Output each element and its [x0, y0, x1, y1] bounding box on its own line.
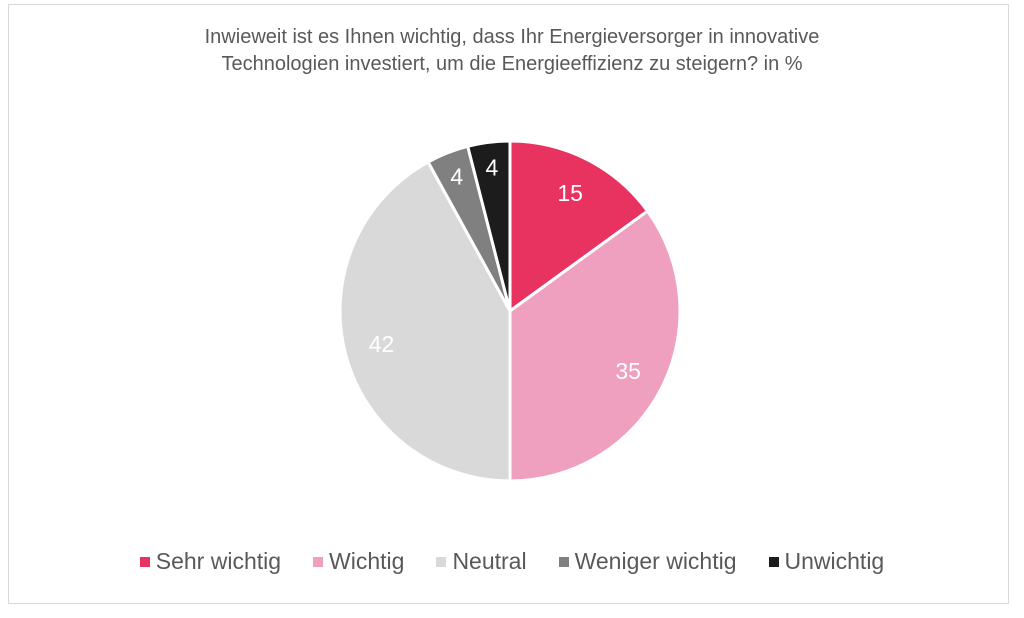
data-label-weniger-wichtig: 4 [450, 164, 463, 190]
chart-title: Inwieweit ist es Ihnen wichtig, dass Ihr… [0, 24, 1024, 78]
legend-swatch [436, 556, 447, 567]
pie-slice-neutral [338, 160, 512, 483]
legend-label: Sehr wichtig [155, 548, 282, 574]
legend-label: Wichtig [329, 548, 405, 574]
data-label-unwichtig: 4 [485, 155, 498, 181]
chart-title-line-2: Technologien investiert, um die Energiee… [221, 53, 803, 75]
legend-swatch [558, 556, 569, 567]
legend-label: Unwichtig [784, 548, 885, 574]
legend-item-unwichtig: Unwichtig [768, 548, 885, 575]
legend-item-wichtig: Wichtig [313, 548, 404, 575]
pie-slice-sehr-wichtig [508, 139, 650, 313]
legend-swatch [768, 556, 779, 567]
legend-label: Neutral [452, 548, 527, 574]
pie-slice-wichtig [508, 209, 682, 483]
data-label-sehr-wichtig: 15 [557, 180, 583, 206]
legend-item-weniger-wichtig: Weniger wichtig [558, 548, 737, 575]
pie-slice-unwichtig [466, 139, 512, 313]
legend-item-neutral: Neutral [436, 548, 527, 575]
chart-title-line-1: Inwieweit ist es Ihnen wichtig, dass Ihr… [204, 26, 820, 48]
data-label-neutral: 42 [369, 331, 395, 357]
legend-swatch [139, 556, 150, 567]
legend: Sehr wichtig Wichtig Neutral Weniger wichti… [0, 548, 1024, 575]
legend-item-sehr-wichtig: Sehr wichtig [139, 548, 282, 575]
legend-swatch [313, 556, 324, 567]
legend-label: Weniger wichtig [574, 548, 737, 574]
data-label-wichtig: 35 [615, 358, 641, 384]
